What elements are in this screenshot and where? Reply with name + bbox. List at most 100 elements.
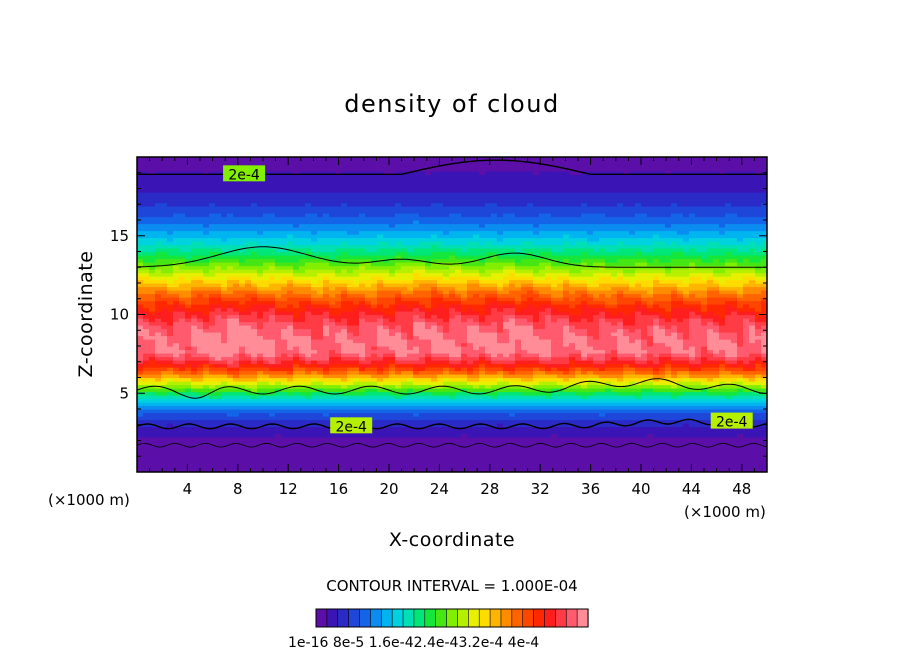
field-cell: [305, 381, 312, 386]
field-cell: [419, 181, 426, 186]
field-cell: [203, 272, 210, 277]
field-cell: [371, 185, 378, 190]
field-cell: [251, 307, 258, 312]
field-cell: [377, 437, 384, 442]
field-cell: [167, 377, 174, 382]
field-cell: [419, 419, 426, 424]
field-cell: [383, 388, 390, 393]
field-cell: [383, 234, 390, 239]
field-cell: [227, 437, 234, 442]
field-cell: [371, 300, 378, 305]
field-cell: [395, 241, 402, 246]
field-cell: [227, 409, 234, 414]
field-cell: [395, 290, 402, 295]
field-cell: [173, 255, 180, 260]
field-cell: [395, 192, 402, 197]
field-cell: [317, 262, 324, 267]
field-cell: [167, 437, 174, 442]
field-cell: [257, 188, 264, 193]
field-cell: [347, 398, 354, 403]
field-cell: [353, 209, 360, 214]
field-cell: [467, 409, 474, 414]
field-cell: [305, 321, 312, 326]
field-cell: [437, 318, 444, 323]
field-cell: [407, 279, 414, 284]
field-cell: [197, 290, 204, 295]
field-cell: [245, 363, 252, 368]
field-cell: [173, 157, 180, 162]
field-cell: [287, 227, 294, 232]
field-cell: [323, 363, 330, 368]
field-cell: [287, 286, 294, 291]
field-cell: [347, 181, 354, 186]
field-cell: [323, 286, 330, 291]
field-cell: [137, 461, 144, 466]
field-cell: [347, 405, 354, 410]
field-cell: [299, 409, 306, 414]
field-cell: [209, 213, 216, 218]
field-cell: [449, 314, 456, 319]
field-cell: [227, 272, 234, 277]
field-cell: [197, 293, 204, 298]
field-cell: [197, 465, 204, 470]
field-cell: [269, 206, 276, 211]
field-cell: [413, 405, 420, 410]
field-cell: [353, 199, 360, 204]
field-cell: [149, 286, 156, 291]
field-cell: [161, 451, 168, 456]
field-cell: [311, 164, 318, 169]
field-cell: [173, 451, 180, 456]
field-cell: [197, 444, 204, 449]
field-cell: [455, 199, 462, 204]
field-cell: [149, 230, 156, 235]
field-cell: [299, 402, 306, 407]
field-cell: [299, 360, 306, 365]
field-cell: [245, 216, 252, 221]
field-cell: [329, 297, 336, 302]
field-cell: [317, 181, 324, 186]
field-cell: [287, 391, 294, 396]
field-cell: [137, 220, 144, 225]
field-cell: [305, 370, 312, 375]
field-cell: [311, 353, 318, 358]
field-cell: [269, 195, 276, 200]
field-cell: [437, 185, 444, 190]
field-cell: [227, 202, 234, 207]
field-cell: [377, 237, 384, 242]
field-cell: [137, 279, 144, 284]
field-cell: [443, 220, 450, 225]
field-cell: [431, 178, 438, 183]
field-cell: [329, 451, 336, 456]
field-cell: [455, 290, 462, 295]
field-cell: [317, 342, 324, 347]
field-cell: [311, 290, 318, 295]
field-cell: [347, 409, 354, 414]
field-cell: [203, 185, 210, 190]
field-cell: [329, 395, 336, 400]
field-cell: [365, 388, 372, 393]
field-cell: [173, 339, 180, 344]
field-cell: [431, 265, 438, 270]
field-cell: [449, 444, 456, 449]
field-cell: [329, 234, 336, 239]
field-cell: [383, 346, 390, 351]
field-cell: [293, 409, 300, 414]
field-cell: [335, 353, 342, 358]
field-cell: [281, 423, 288, 428]
field-cell: [143, 353, 150, 358]
field-cell: [149, 356, 156, 361]
field-cell: [383, 363, 390, 368]
field-cell: [461, 251, 468, 256]
field-cell: [449, 171, 456, 176]
field-cell: [245, 160, 252, 165]
field-cell: [377, 202, 384, 207]
field-cell: [161, 416, 168, 421]
field-cell: [341, 276, 348, 281]
field-cell: [143, 258, 150, 263]
field-cell: [449, 328, 456, 333]
field-cell: [227, 314, 234, 319]
field-cell: [365, 272, 372, 277]
field-cell: [389, 409, 396, 414]
field-cell: [143, 346, 150, 351]
field-cell: [239, 398, 246, 403]
